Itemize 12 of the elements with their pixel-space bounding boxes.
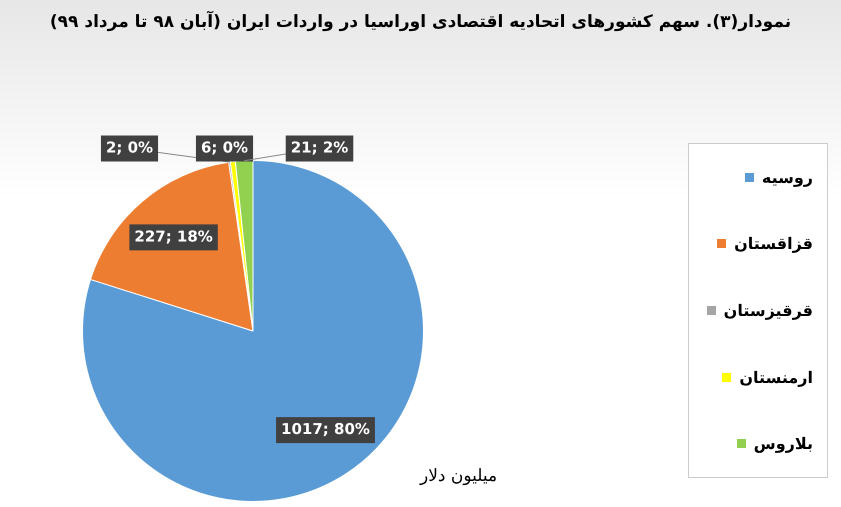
legend-label: روسیه xyxy=(762,168,813,187)
data-label: 6; 0% xyxy=(200,138,248,156)
data-label: 1017; 80% xyxy=(281,420,370,438)
chart-title: نمودار(۳). سهم کشورهای اتحادیه اقتصادی اوراسیا در واردات ایران (آبان ۹۸ تا مرداد ۹۹) xyxy=(48,12,792,32)
legend-label: قزاقستان xyxy=(734,234,813,254)
data-label: 2; 0% xyxy=(106,138,154,156)
legend-label: ارمنستان xyxy=(739,368,813,387)
data-label: 227; 18% xyxy=(134,227,213,246)
text: میلیون دلار xyxy=(420,466,498,486)
data-label: 21; 2% xyxy=(290,138,348,156)
legend-label: بلاروس xyxy=(754,434,813,454)
legend-label: قرقیزستان xyxy=(724,300,813,320)
